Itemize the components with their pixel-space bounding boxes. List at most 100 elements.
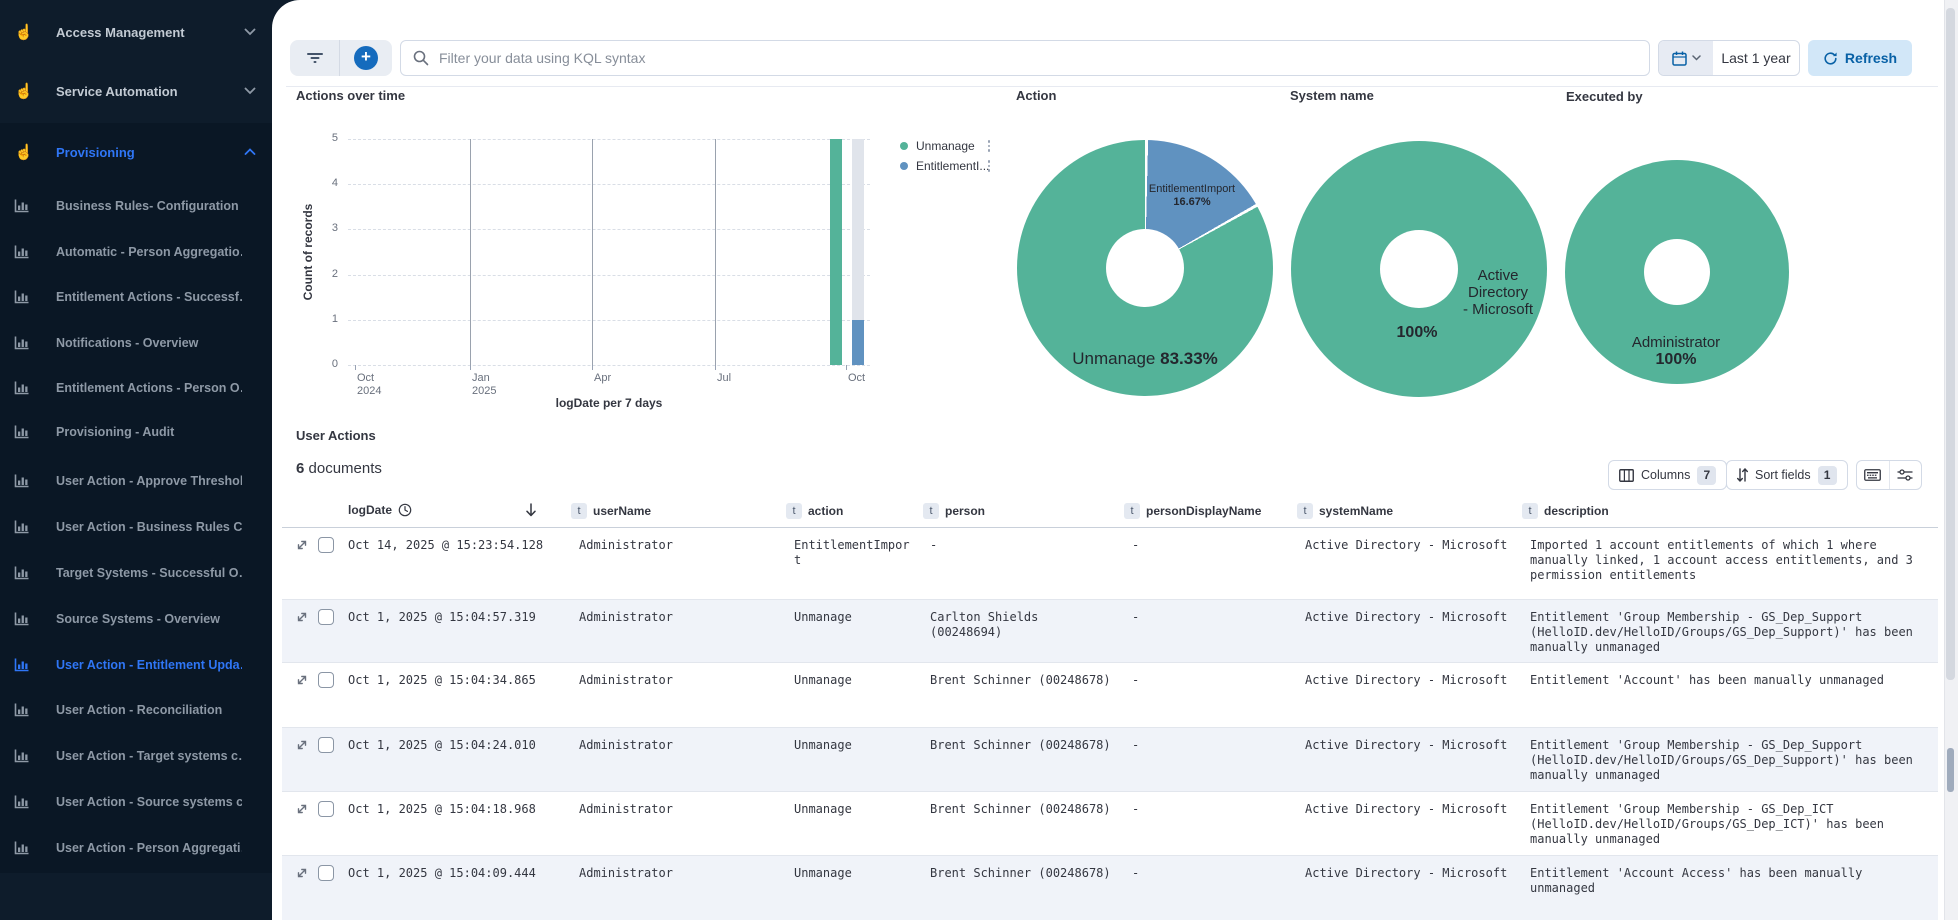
refresh-button[interactable]: Refresh [1808,40,1912,76]
gridline-jan [470,139,471,365]
cell-username: Administrator [579,802,769,817]
sidebar-item-label: User Action - Source systems c… [56,795,242,809]
row-checkbox[interactable] [318,672,334,688]
sidebar-item-entitlement-actions-successful[interactable]: Entitlement Actions - Successf… [0,284,272,310]
sliders-icon [1897,469,1913,481]
sidebar-item-target-systems-successful[interactable]: Target Systems - Successful O… [0,560,272,586]
sidebar-item-label: Provisioning [56,145,242,160]
x-axis-title: logDate per 7 days [459,396,759,410]
sidebar-item-access-management[interactable]: ☝ Access Management [0,19,272,45]
row-checkbox[interactable] [318,801,334,817]
sidebar-item-user-action-entitlement-update[interactable]: User Action - Entitlement Upda… [0,652,272,678]
string-type-icon: t [923,503,939,519]
column-header-systemname[interactable]: tsystemName [1297,503,1393,519]
x-tick: Apr [594,372,611,385]
y-axis-title: Count of records [301,204,315,301]
sort-fields-button[interactable]: Sort fields 1 [1726,460,1848,490]
sidebar-item-label: Access Management [56,25,242,40]
string-type-icon: t [1124,503,1140,519]
column-header-action[interactable]: taction [786,503,843,519]
sidebar-item-label: User Action - Person Aggregati… [56,841,242,855]
table-header: logDate tuserName taction tperson tperso… [282,496,1938,528]
calendar-menu-button[interactable] [1659,41,1713,75]
expand-row-icon[interactable] [296,867,308,879]
row-checkbox[interactable] [318,537,334,553]
sidebar-item-provisioning[interactable]: ☝ Provisioning [0,139,272,165]
sidebar-item-user-action-person-aggregation[interactable]: User Action - Person Aggregati… [0,835,272,861]
column-header-logdate[interactable]: logDate [348,503,412,517]
sidebar-item-notifications-overview[interactable]: Notifications - Overview [0,330,272,356]
table-row: Oct 1, 2025 @ 15:04:18.968 Administrator… [282,792,1938,856]
y-tick: 4 [300,177,338,189]
kql-search-input[interactable]: Filter your data using KQL syntax [400,40,1650,76]
bar-chart-plot [348,139,870,365]
cell-persondisplayname: - [1132,866,1272,881]
legend-item-unmanage[interactable]: Unmanage [900,138,975,154]
display-options-button[interactable] [1889,461,1922,489]
sidebar-item-service-automation[interactable]: ☝ Service Automation [0,78,272,104]
donut-system-name[interactable] [1291,141,1547,397]
grid-scrollbar-thumb[interactable] [1947,748,1954,792]
column-header-description[interactable]: tdescription [1522,503,1609,519]
legend-menu-icon[interactable] [984,140,994,152]
cell-action: Unmanage [794,802,912,817]
donut-action[interactable] [1017,140,1273,396]
gridline-jul [715,139,716,365]
sort-count-badge: 1 [1818,466,1837,485]
cell-systemname: Active Directory - Microsoft [1305,738,1535,753]
legend-item-entitlement-import[interactable]: EntitlementI... [900,158,978,174]
columns-count-badge: 7 [1697,466,1716,485]
sidebar-item-business-rules-configuration[interactable]: Business Rules- Configuration … [0,193,272,219]
cell-systemname: Active Directory - Microsoft [1305,673,1535,688]
cell-username: Administrator [579,866,769,881]
x-tick: Oct [848,372,865,385]
saved-filters-button[interactable] [290,40,340,76]
sidebar-item-user-action-reconciliation[interactable]: User Action - Reconciliation [0,697,272,723]
columns-icon [1619,469,1634,482]
sidebar-item-label: Service Automation [56,84,242,99]
sidebar-item-user-action-approve-threshold[interactable]: User Action - Approve Threshol… [0,468,272,494]
expand-row-icon[interactable] [296,611,308,623]
row-checkbox[interactable] [318,737,334,753]
keyboard-icon [1864,469,1881,481]
column-header-person[interactable]: tperson [923,503,985,519]
cell-action: EntitlementImport [794,538,912,568]
cell-logdate: Oct 14, 2025 @ 15:23:54.128 [348,538,558,553]
filter-icon [307,52,323,64]
expand-row-icon[interactable] [296,739,308,751]
sort-descending-icon[interactable] [525,503,537,517]
sidebar-item-label: Notifications - Overview [56,336,242,350]
sidebar-item-user-action-target-systems[interactable]: User Action - Target systems c… [0,743,272,769]
cell-person: Brent Schinner (00248678) [930,866,1114,881]
donut-executed-by[interactable] [1565,160,1789,384]
sidebar-item-entitlement-actions-person[interactable]: Entitlement Actions - Person O… [0,375,272,401]
expand-row-icon[interactable] [296,674,308,686]
chevron-down-icon [244,87,256,95]
page-scrollbar-thumb[interactable] [1946,8,1955,680]
bar-entitlement-import[interactable] [852,320,864,365]
row-checkbox[interactable] [318,865,334,881]
keyboard-shortcuts-button[interactable] [1857,461,1889,489]
columns-button[interactable]: Columns 7 [1608,460,1727,490]
bar-unmanage[interactable] [830,139,842,365]
bar-chart-icon [14,841,34,855]
calendar-icon [1672,51,1687,66]
cell-username: Administrator [579,738,769,753]
table-row: Oct 14, 2025 @ 15:23:54.128 Administrato… [282,528,1938,600]
sidebar-item-automatic-person-aggregation[interactable]: Automatic - Person Aggregatio… [0,239,272,265]
bar-chart-icon [14,336,34,350]
sidebar-item-source-systems-overview[interactable]: Source Systems - Overview [0,606,272,632]
add-filter-button[interactable]: + [340,46,392,70]
section-title-user-actions: User Actions [296,428,376,443]
row-checkbox[interactable] [318,609,334,625]
time-range-value[interactable]: Last 1 year [1713,41,1799,75]
sidebar-item-label: User Action - Business Rules C… [56,520,242,534]
sidebar-item-user-action-source-systems[interactable]: User Action - Source systems c… [0,789,272,815]
expand-row-icon[interactable] [296,803,308,815]
sidebar-item-provisioning-audit[interactable]: Provisioning - Audit [0,419,272,445]
expand-row-icon[interactable] [296,539,308,551]
column-header-username[interactable]: tuserName [571,503,651,519]
sidebar-item-user-action-business-rules[interactable]: User Action - Business Rules C… [0,514,272,540]
legend-menu-icon[interactable] [984,160,994,172]
column-header-persondisplayname[interactable]: tpersonDisplayName [1124,503,1261,519]
